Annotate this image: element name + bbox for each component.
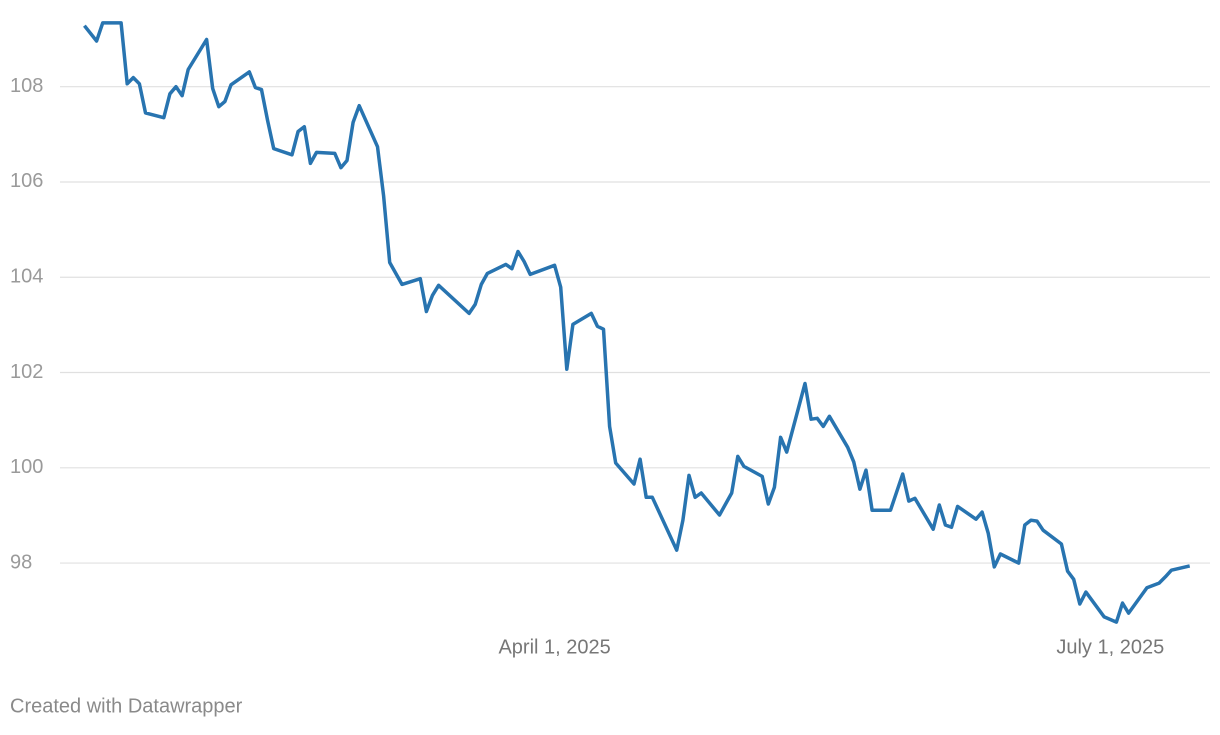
x-tick-label: April 1, 2025	[498, 636, 610, 658]
y-tick-label: 98	[10, 551, 32, 573]
y-tick-label: 100	[10, 456, 43, 478]
credit: Created with Datawrapper	[10, 695, 243, 717]
y-tick-label: 106	[10, 170, 43, 192]
data-line	[83, 21, 1191, 624]
x-tick-label: July 1, 2025	[1056, 636, 1164, 658]
y-tick-label: 102	[10, 361, 43, 383]
y-tick-label: 108	[10, 75, 43, 97]
y-tick-label: 104	[10, 266, 43, 288]
